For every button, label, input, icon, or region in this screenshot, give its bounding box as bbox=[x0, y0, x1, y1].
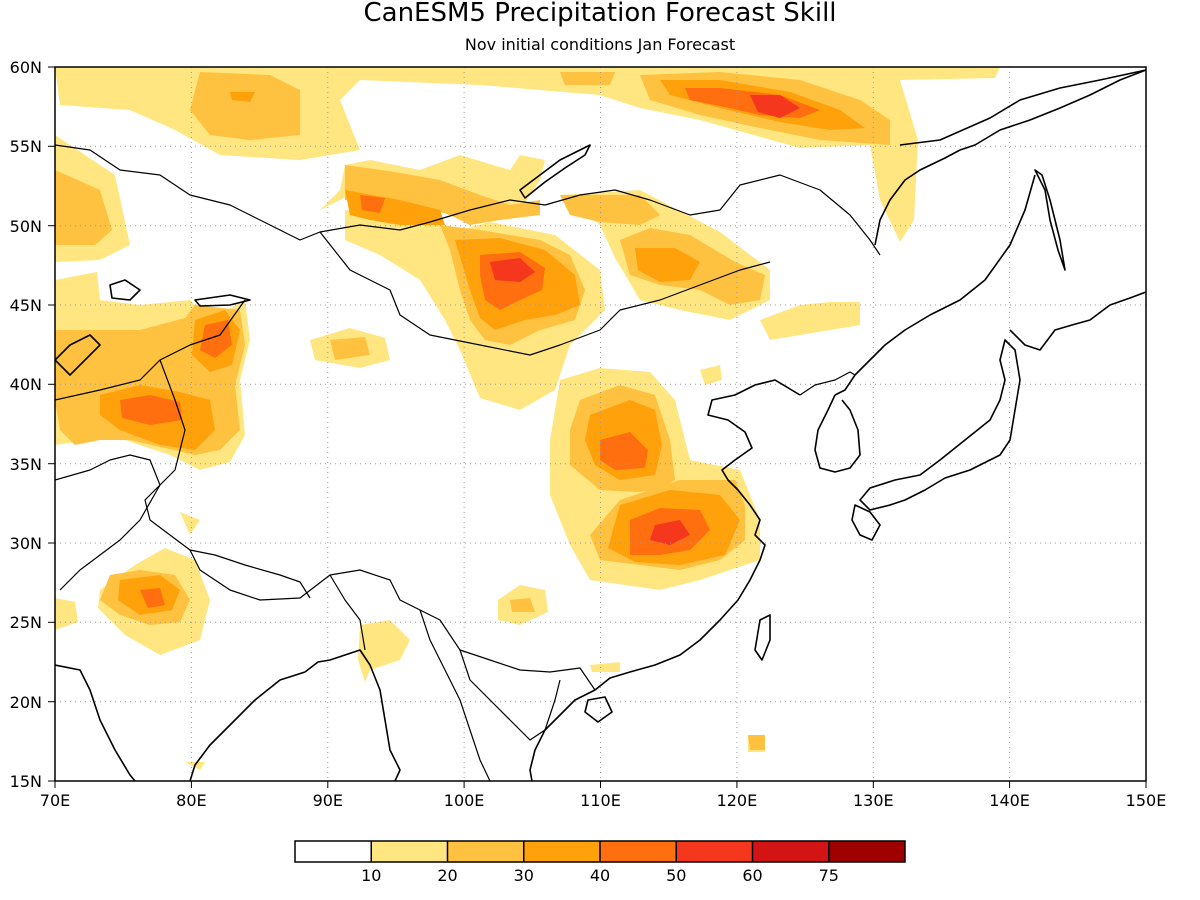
y-tick-label: 45N bbox=[10, 296, 42, 315]
legend-label: 60 bbox=[742, 866, 762, 885]
y-tick-label: 15N bbox=[10, 772, 42, 791]
country-borders bbox=[55, 144, 881, 781]
legend-swatch bbox=[523, 841, 600, 862]
y-tick-label: 40N bbox=[10, 375, 42, 394]
y-tick-label: 60N bbox=[10, 58, 42, 77]
y-axis: 60N 55N 50N 45N 40N 35N 30N 25N 20N 15N bbox=[10, 58, 55, 791]
skill-contours bbox=[55, 67, 1000, 770]
legend-swatch bbox=[371, 841, 448, 862]
legend-swatch bbox=[447, 841, 524, 862]
x-tick-label: 110E bbox=[580, 791, 621, 810]
x-tick-label: 100E bbox=[444, 791, 485, 810]
x-tick-label: 80E bbox=[176, 791, 206, 810]
legend-swatch bbox=[295, 841, 372, 862]
y-tick-label: 50N bbox=[10, 217, 42, 236]
y-tick-label: 25N bbox=[10, 613, 42, 632]
x-tick-label: 150E bbox=[1126, 791, 1167, 810]
legend-label: 20 bbox=[437, 866, 457, 885]
x-tick-label: 90E bbox=[313, 791, 343, 810]
color-legend: 10 20 30 40 50 60 75 bbox=[294, 840, 906, 885]
x-axis: 70E 80E 90E 100E 110E 120E 130E 140E 150… bbox=[40, 781, 1167, 810]
legend-label: 30 bbox=[514, 866, 534, 885]
legend-swatch bbox=[676, 841, 753, 862]
x-tick-label: 130E bbox=[853, 791, 894, 810]
legend-swatch bbox=[752, 841, 829, 862]
coastlines-and-borders bbox=[55, 69, 1146, 781]
y-tick-label: 30N bbox=[10, 534, 42, 553]
legend-label: 75 bbox=[819, 866, 839, 885]
y-tick-label: 35N bbox=[10, 455, 42, 474]
x-tick-label: 70E bbox=[40, 791, 70, 810]
x-tick-label: 120E bbox=[717, 791, 758, 810]
legend-label: 40 bbox=[590, 866, 610, 885]
legend-swatch bbox=[600, 841, 677, 862]
legend-swatch bbox=[828, 841, 905, 862]
map-subtitle: Nov initial conditions Jan Forecast bbox=[465, 35, 735, 54]
x-tick-label: 140E bbox=[989, 791, 1030, 810]
map-title: CanESM5 Precipitation Forecast Skill bbox=[363, 0, 836, 28]
y-tick-label: 55N bbox=[10, 137, 42, 156]
legend-label: 50 bbox=[666, 866, 686, 885]
legend-label: 10 bbox=[361, 866, 381, 885]
y-tick-label: 20N bbox=[10, 693, 42, 712]
